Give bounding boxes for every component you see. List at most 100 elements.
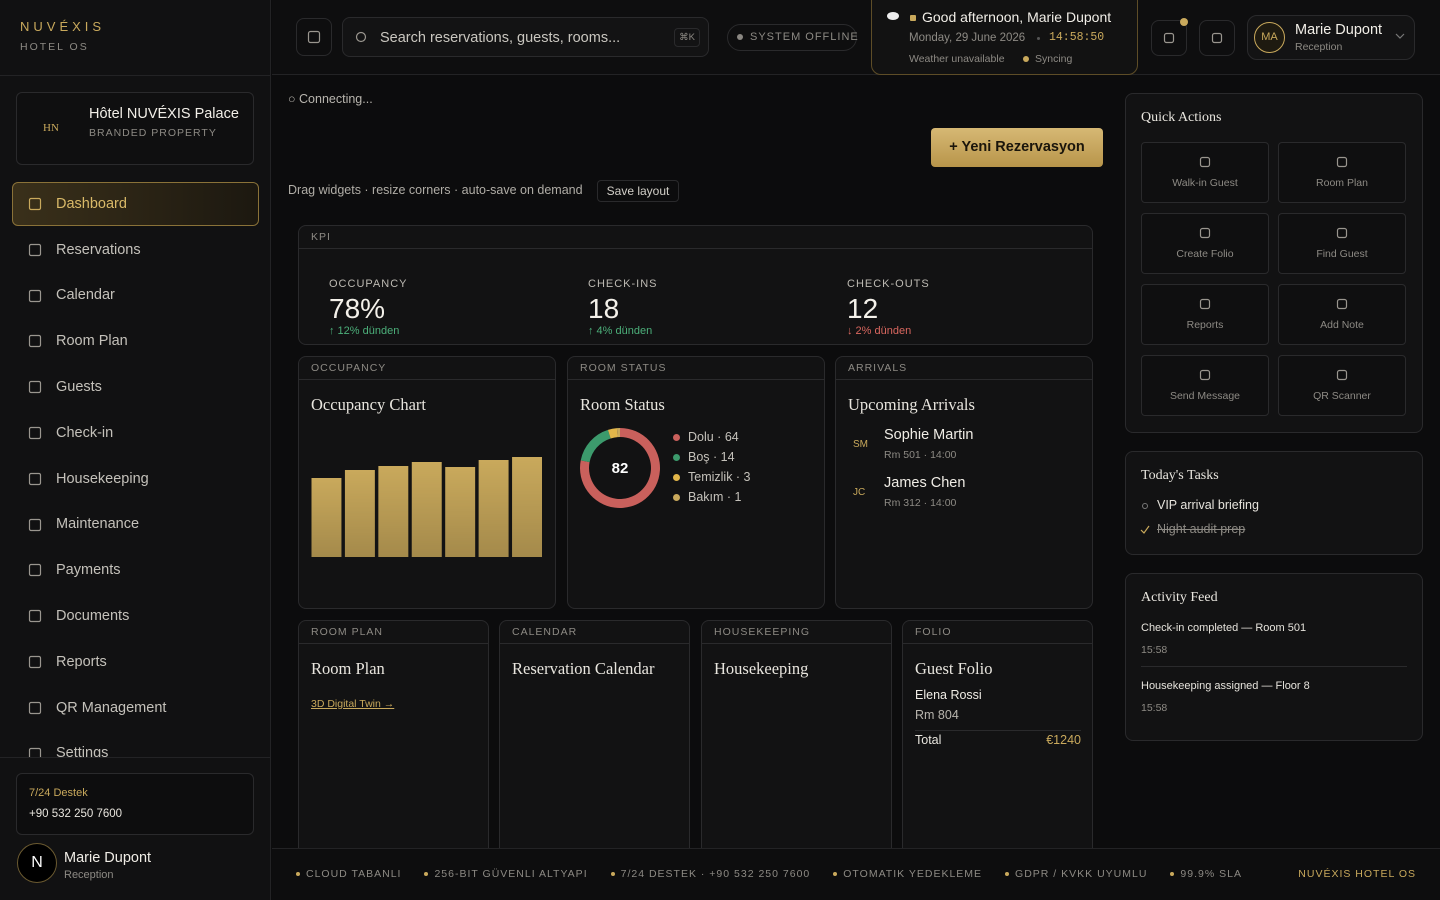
chart-title: Occupancy Chart (311, 395, 426, 415)
icon (1163, 32, 1175, 44)
nav-item[interactable]: Reservations (56, 241, 141, 258)
widget-header: ROOM STATUS (580, 361, 667, 374)
greeting-card (871, 0, 1138, 75)
quick-action[interactable] (1141, 284, 1269, 345)
footer-dot (833, 872, 838, 876)
footer-dot (424, 872, 429, 876)
guest-detail: Rm 312 · 14:00 (884, 496, 957, 509)
quick-action-label: Room Plan (1316, 176, 1368, 189)
quick-action[interactable] (1141, 355, 1269, 416)
widget-title: Housekeeping (714, 659, 809, 679)
time: 14:58:50 (1049, 30, 1105, 44)
panel-title: Quick Actions (1141, 110, 1222, 126)
nav-item[interactable]: Guests (56, 379, 102, 396)
folio-room: Rm 804 (915, 708, 959, 723)
user-name: Marie Dupont (1295, 21, 1383, 38)
nav-item[interactable]: Documents (56, 608, 130, 625)
bar-shade (311, 478, 342, 557)
icon (1336, 227, 1348, 239)
bar-shade (344, 470, 375, 557)
quick-action[interactable] (1278, 284, 1406, 345)
widget-header-divider (701, 643, 892, 644)
nav-item[interactable]: Room Plan (56, 333, 128, 350)
donut-segment (616, 428, 620, 438)
brand-name: NUVÉXIS (20, 18, 106, 34)
widget-header: FOLIO (915, 625, 952, 638)
nav-item[interactable]: Reports (56, 653, 107, 670)
footer-item: 7/24 DESTEK · +90 532 250 7600 (610, 868, 811, 880)
chevron (1395, 33, 1405, 39)
quick-action[interactable] (1141, 142, 1269, 203)
property-name: Hôtel NUVÉXIS Palace (89, 105, 239, 122)
task[interactable]: VIP arrival briefing (1157, 498, 1259, 513)
legend-dot (673, 454, 680, 461)
task[interactable]: Night audit prep (1157, 522, 1246, 537)
footer-dot (610, 872, 615, 876)
quick-action-label: QR Scanner (1313, 389, 1371, 402)
footer-text: 99.9% SLA (1180, 868, 1242, 880)
bar-shade (411, 462, 442, 557)
status-dot (737, 34, 743, 40)
legend-dot (673, 474, 680, 481)
bar-shade (445, 467, 476, 557)
folio-total: €1240 (1046, 733, 1081, 748)
icon (1336, 298, 1348, 310)
nav-item[interactable]: Payments (56, 562, 121, 579)
activity-time: 15:58 (1141, 643, 1168, 656)
task-check (1142, 503, 1148, 509)
widget-header-divider (298, 248, 1093, 249)
sync: Syncing (1035, 52, 1073, 65)
nav-item[interactable]: Housekeeping (56, 470, 149, 487)
search-box[interactable] (342, 17, 709, 57)
widget-header: OCCUPANCY (311, 361, 387, 374)
nav-item[interactable]: Maintenance (56, 516, 140, 533)
messages[interactable] (1199, 20, 1235, 56)
greeting: Good afternoon, Marie Dupont (922, 9, 1112, 26)
kpi-card (298, 225, 1093, 345)
legend-label: Temizlik · 3 (688, 470, 751, 485)
folio-widget (902, 620, 1093, 870)
nav-item[interactable]: Calendar (56, 287, 115, 304)
nav-icon (28, 197, 42, 211)
nav-icon (28, 335, 42, 348)
kpi-label: CHECK-INS (588, 278, 658, 291)
footer-text: 256-BIT GÜVENLI ALTYAPI (434, 868, 588, 880)
nav-item[interactable]: QR Management (56, 699, 167, 716)
divider (0, 75, 271, 76)
calendar-widget (499, 620, 690, 870)
folio-total-label: Total (915, 733, 942, 748)
widget-title: Upcoming Arrivals (848, 395, 975, 415)
nav-item[interactable]: Dashboard (56, 195, 127, 212)
nav-item[interactable]: Check-in (56, 424, 114, 441)
support-phone: +90 532 250 7600 (29, 807, 123, 820)
user-role: Reception (64, 869, 114, 882)
nav-icon (28, 426, 42, 440)
kpi-delta: ↓ 2% dünden (847, 325, 912, 338)
layout-toggle[interactable] (296, 18, 332, 56)
icon (1336, 156, 1348, 168)
footer-dot (296, 872, 300, 876)
avatar (17, 843, 57, 883)
quick-action[interactable] (1278, 355, 1406, 416)
bar (478, 460, 509, 557)
footer-text: CLOUD TABANLI (306, 868, 402, 880)
widget-header-divider (835, 379, 1093, 380)
quick-action[interactable] (1278, 213, 1406, 274)
icon (1336, 369, 1348, 381)
task-check (1140, 525, 1150, 534)
bar-shade (378, 466, 409, 557)
bar (311, 478, 342, 557)
footer-brand: NUVÉXIS HOTEL OS (1298, 867, 1416, 880)
quick-action[interactable] (1278, 142, 1406, 203)
property-tag: BRANDED PROPERTY (89, 126, 217, 139)
new-reservation-label: + Yeni Rezervasyon (949, 139, 1085, 156)
quick-action[interactable] (1141, 213, 1269, 274)
save-layout[interactable] (597, 180, 679, 202)
kpi-value: 78% (329, 293, 386, 325)
notifications[interactable] (1151, 20, 1187, 56)
legend-dot (673, 434, 680, 441)
digital-twin-link[interactable]: 3D Digital Twin → (311, 697, 395, 710)
legend-dot (673, 494, 680, 501)
new-reservation[interactable] (931, 128, 1103, 167)
widget-header: ROOM PLAN (311, 625, 384, 638)
